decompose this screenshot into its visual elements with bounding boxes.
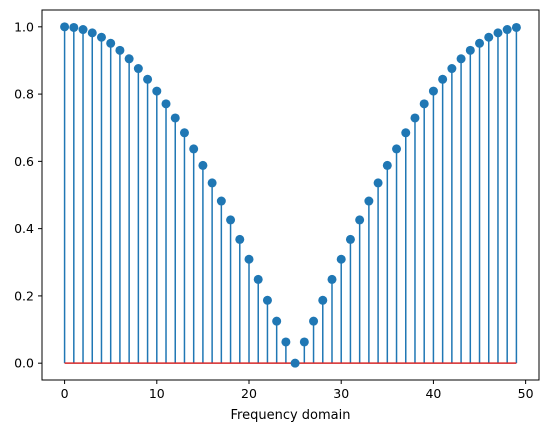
stem-marker	[272, 316, 282, 326]
y-tick-label: 0.8	[14, 87, 34, 102]
y-tick-label: 1.0	[14, 19, 34, 34]
stem-marker	[170, 113, 180, 123]
stem-marker	[198, 160, 208, 170]
stem-marker	[115, 45, 125, 55]
y-tick-label: 0.6	[14, 154, 34, 169]
x-tick-label: 10	[149, 386, 165, 401]
stem-marker	[133, 64, 143, 74]
stem-marker	[290, 358, 300, 368]
y-axis-ticks: 0.0 0.2 0.4 0.6 0.8 1.0	[14, 19, 42, 371]
stem-marker	[465, 45, 475, 55]
stem-marker	[475, 38, 485, 48]
stem-marker	[152, 86, 162, 96]
stem-marker	[493, 28, 503, 38]
stem-marker	[244, 254, 254, 264]
stem-marker	[438, 74, 448, 84]
stem-marker	[262, 295, 272, 305]
stem-marker	[189, 144, 199, 154]
stem-marker	[511, 22, 521, 32]
stem-marker	[235, 234, 245, 244]
x-axis-label: Frequency domain	[231, 408, 351, 423]
stem-marker	[447, 64, 457, 74]
stem-marker	[60, 22, 70, 32]
stem-marker	[226, 215, 236, 225]
markers-layer	[60, 22, 521, 368]
stem-marker	[364, 196, 374, 206]
y-tick-label: 0.2	[14, 288, 34, 303]
stem-marker	[143, 74, 153, 84]
stem-marker	[106, 38, 116, 48]
x-tick-label: 0	[61, 386, 69, 401]
stem-marker	[87, 28, 97, 38]
stem-marker	[69, 22, 79, 32]
stem-marker	[327, 274, 337, 284]
stem-marker	[96, 32, 106, 42]
stem-marker	[161, 99, 171, 109]
stem-marker	[253, 274, 263, 284]
stem-marker	[355, 215, 365, 225]
stem-marker	[428, 86, 438, 96]
stem-marker	[207, 178, 217, 188]
stem-marker	[179, 128, 189, 138]
stem-marker	[410, 113, 420, 123]
stems-layer	[63, 26, 518, 364]
stem-marker	[299, 337, 309, 347]
stem-marker	[382, 160, 392, 170]
stem-marker	[502, 25, 512, 35]
x-tick-label: 40	[425, 386, 441, 401]
stem-marker	[373, 178, 383, 188]
stem-marker	[484, 32, 494, 42]
plot-area	[42, 10, 539, 380]
y-tick-label: 0.4	[14, 221, 34, 236]
x-tick-label: 50	[518, 386, 534, 401]
stem-marker	[281, 337, 291, 347]
stem-marker	[78, 25, 88, 35]
stem-marker	[318, 295, 328, 305]
stem-marker	[345, 234, 355, 244]
stem-marker	[124, 54, 134, 64]
stem-marker	[419, 99, 429, 109]
x-axis-ticks: 0 10 20 30 40 50	[61, 380, 534, 401]
stem-marker	[309, 316, 319, 326]
stem-marker	[392, 144, 402, 154]
x-tick-label: 30	[333, 386, 349, 401]
y-tick-label: 0.0	[14, 356, 34, 371]
stem-marker	[216, 196, 226, 206]
stem-marker	[456, 54, 466, 64]
stem-marker	[401, 128, 411, 138]
stem-marker	[336, 254, 346, 264]
plot-frame	[41, 9, 540, 381]
x-tick-label: 20	[241, 386, 257, 401]
